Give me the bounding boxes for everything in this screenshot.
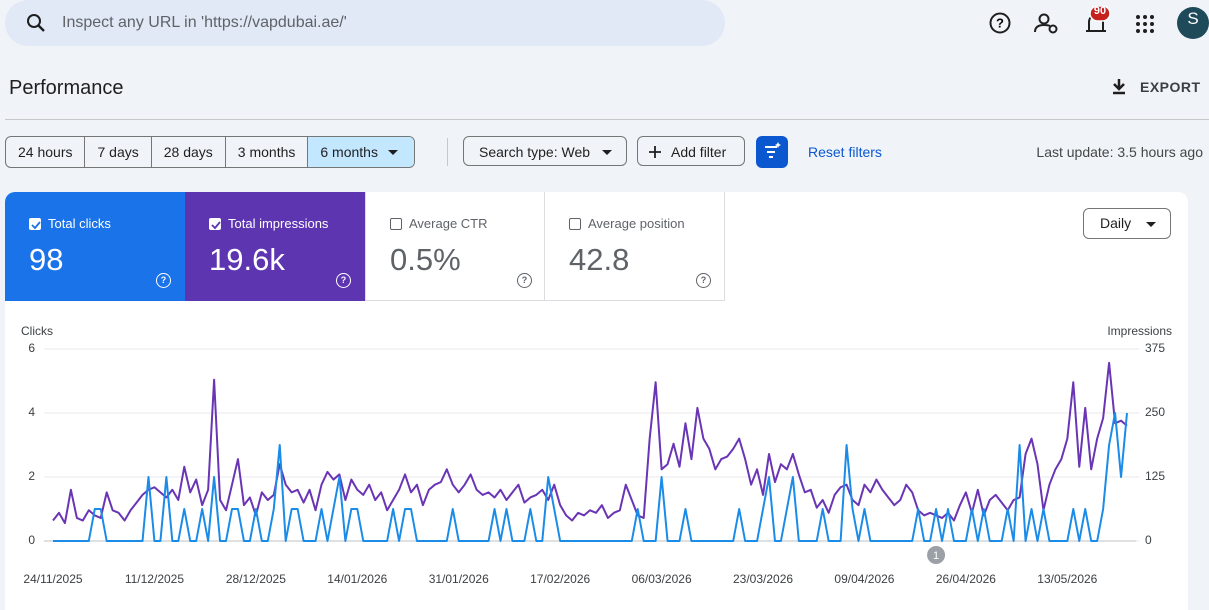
plus-icon	[649, 146, 661, 158]
metric-label: Total clicks	[48, 216, 111, 231]
export-button[interactable]: EXPORT	[1110, 76, 1201, 98]
filter-icon	[765, 142, 781, 158]
x-tick-label: 14/01/2026	[327, 572, 387, 586]
metric-label: Average CTR	[409, 216, 488, 231]
x-tick-label: 17/02/2026	[530, 572, 590, 586]
account-settings-icon[interactable]	[1034, 13, 1058, 34]
series-line	[53, 412, 1128, 542]
metric-card[interactable]: Total clicks 98?	[5, 192, 185, 301]
export-label: EXPORT	[1140, 79, 1201, 95]
check-mark	[31, 221, 41, 230]
range-option-selected[interactable]: 6 months	[308, 137, 414, 167]
reset-filters-link[interactable]: Reset filters	[808, 144, 882, 160]
y-tick-label: 6	[28, 341, 35, 355]
y-axis-title: Clicks	[21, 324, 53, 338]
range-option[interactable]: 3 months	[226, 137, 309, 167]
y2-tick-label: 125	[1145, 469, 1165, 483]
last-update: Last update: 3.5 hours ago	[1036, 144, 1203, 160]
checkbox	[29, 218, 41, 230]
notification-count: 90	[1094, 6, 1106, 17]
metric-value: 19.6k	[209, 242, 285, 277]
help-icon[interactable]: ?	[517, 273, 532, 288]
checkbox	[209, 218, 221, 230]
divider	[447, 138, 448, 166]
annotation-label: 1	[933, 550, 939, 562]
avatar-letter: S	[1187, 9, 1198, 28]
checkbox	[390, 218, 402, 230]
x-tick-label: 11/12/2025	[125, 572, 184, 586]
help-icon[interactable]: ?	[336, 273, 351, 288]
svg-text:?: ?	[996, 15, 1004, 30]
search-icon	[27, 14, 45, 32]
metric-card[interactable]: Total impressions 19.6k?	[185, 192, 365, 301]
y2-tick-label: 0	[1145, 533, 1152, 547]
check-mark	[211, 221, 221, 230]
help-icon[interactable]: ?	[989, 12, 1011, 34]
range-option[interactable]: 7 days	[85, 137, 152, 167]
x-tick-label: 28/12/2025	[226, 572, 286, 586]
y-tick-label: 0	[28, 533, 35, 547]
x-tick-label: 13/05/2026	[1037, 572, 1097, 586]
x-tick-label: 06/03/2026	[632, 572, 692, 586]
page-title: Performance	[9, 77, 124, 99]
toolbar-icons: ? 90 S	[989, 6, 1209, 39]
y2-tick-label: 250	[1145, 405, 1165, 419]
help-icon[interactable]: ?	[156, 273, 171, 288]
checkbox	[569, 218, 581, 230]
x-tick-label: 31/01/2026	[429, 572, 489, 586]
add-filter-label: Add filter	[671, 144, 727, 160]
download-icon	[1113, 79, 1125, 95]
x-tick-label: 23/03/2026	[733, 572, 793, 586]
metric-value: 0.5%	[390, 242, 461, 277]
metric-label: Total impressions	[228, 216, 329, 231]
metric-card[interactable]: Average CTR 0.5%?	[365, 192, 545, 301]
metric-value: 42.8	[569, 242, 630, 277]
y-tick-label: 4	[28, 405, 35, 419]
y2-tick-label: 375	[1145, 341, 1165, 355]
range-option[interactable]: 24 hours	[6, 137, 86, 167]
x-tick-label: 09/04/2026	[834, 572, 894, 586]
metric-card[interactable]: Average position 42.8?	[545, 192, 725, 301]
metric-label: Average position	[588, 216, 685, 231]
help-icon[interactable]: ?	[696, 273, 711, 288]
range-option[interactable]: 28 days	[152, 137, 226, 167]
y2-axis-title: Impressions	[1107, 324, 1172, 338]
search-placeholder: Inspect any URL in 'https://vapdubai.ae/…	[62, 14, 347, 31]
annotation-marker	[927, 546, 946, 564]
add-filter-button[interactable]: Add filter	[637, 136, 745, 166]
x-tick-label: 26/04/2026	[936, 572, 996, 586]
apps-icon[interactable]	[1136, 15, 1154, 33]
search-type-button[interactable]: Search type: Web	[463, 136, 627, 166]
series-line	[52, 361, 1128, 525]
avatar[interactable]: S	[1177, 7, 1209, 39]
y-tick-label: 2	[28, 469, 35, 483]
divider	[5, 119, 1209, 120]
metric-value: 98	[29, 242, 64, 277]
granularity-dropdown[interactable]: Daily	[1083, 208, 1171, 239]
filter-options-button[interactable]	[756, 136, 788, 168]
x-tick-label: 24/11/2025	[23, 572, 82, 586]
search-bar[interactable]: Inspect any URL in 'https://vapdubai.ae/…	[5, 0, 725, 46]
date-range-selector: 24 hours 7 days 28 days 3 months 6 month…	[5, 136, 415, 168]
notifications-icon[interactable]: 90	[1086, 6, 1111, 32]
